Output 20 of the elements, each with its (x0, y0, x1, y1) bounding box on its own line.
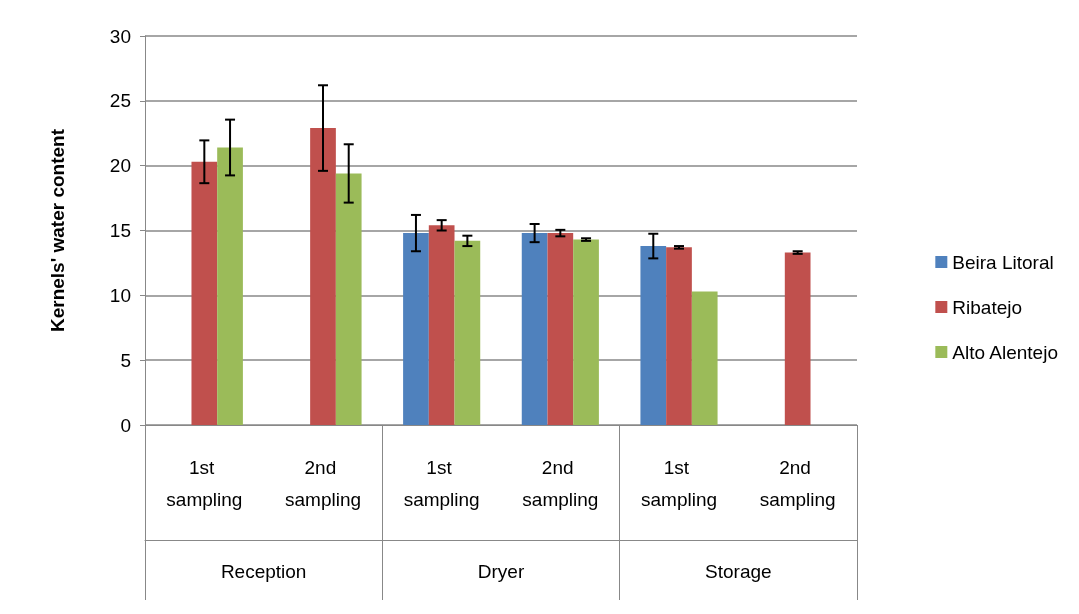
x-tick-label: 2nd sampling (759, 456, 836, 510)
y-tick-label: 25 (109, 90, 131, 112)
text: Reception (220, 561, 307, 582)
text: Storage (705, 561, 772, 582)
legend-label: Ribatejo (952, 296, 1023, 318)
y-tick-label: 30 (109, 25, 131, 47)
legend-label: Alto Alentejo (952, 341, 1058, 363)
y-tick-label: 10 (109, 284, 131, 306)
y-tick-label: 20 (109, 155, 131, 177)
y-tick-label: 15 (109, 220, 131, 241)
text: Dryer (477, 561, 525, 582)
x-tick-label: 1st sampling (640, 456, 718, 510)
y-tick-label: 5 (120, 349, 131, 371)
x-tick-label: 1st sampling (166, 456, 243, 510)
x-tick-label: 1st sampling (403, 456, 480, 510)
x-tick-label: 2nd sampling (284, 456, 362, 510)
y-tick-label: 0 (120, 414, 131, 436)
legend-label: Beira Litoral (952, 251, 1054, 273)
y-axis-title: Kernels' water content (47, 128, 68, 333)
x-tick-label: 2nd sampling (522, 456, 599, 510)
